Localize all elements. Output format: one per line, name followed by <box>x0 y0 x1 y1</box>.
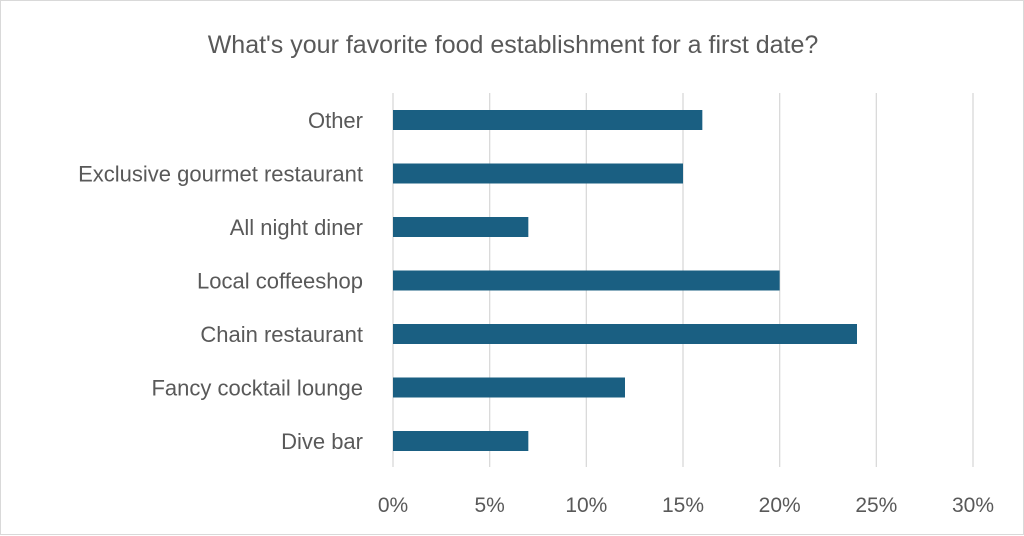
x-tick-label: 30% <box>952 494 994 517</box>
bar <box>393 217 529 237</box>
x-tick-label: 15% <box>662 494 704 517</box>
bar <box>393 270 780 291</box>
chart-title: What's your favorite food establishment … <box>208 31 819 59</box>
x-tick-label: 5% <box>474 494 504 517</box>
x-tick-label: 10% <box>565 494 607 517</box>
bar <box>393 110 703 130</box>
x-tick-label: 0% <box>378 494 408 517</box>
category-label: Dive bar <box>281 429 363 454</box>
category-label: Exclusive gourmet restaurant <box>78 162 363 187</box>
bars <box>393 110 857 451</box>
bar <box>393 431 529 451</box>
bar <box>393 324 857 344</box>
category-label: Other <box>308 108 363 133</box>
category-labels: Other Exclusive gourmet restaurant All nig… <box>78 108 363 454</box>
x-tick-label: 20% <box>759 494 801 517</box>
category-label: Local coffeeshop <box>197 269 363 294</box>
category-label: All night diner <box>230 215 363 240</box>
category-label: Fancy cocktail lounge <box>151 376 363 401</box>
x-tick-label: 25% <box>855 494 897 517</box>
x-axis-tick-labels: 0% 5% 10% 15% 20% 25% 30% <box>378 494 994 517</box>
bar <box>393 377 625 398</box>
category-label: Chain restaurant <box>200 322 363 347</box>
bar <box>393 163 683 184</box>
